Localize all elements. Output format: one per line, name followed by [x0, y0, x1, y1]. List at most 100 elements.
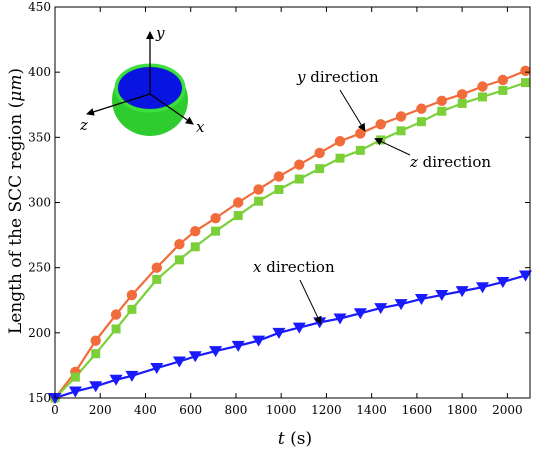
x-tick-label: 1000 — [266, 403, 297, 417]
inset-figure: y x z — [79, 24, 205, 136]
data-point-y-direction — [314, 147, 325, 159]
series-markers — [48, 65, 532, 404]
inset-axis-x-label: x — [196, 118, 205, 136]
series-line-x-direction — [54, 274, 526, 400]
data-point-z-direction — [498, 85, 508, 95]
y-tick-label: 300 — [28, 196, 51, 210]
data-point-z-direction — [91, 349, 101, 359]
x-tick-label: 1400 — [356, 403, 387, 417]
plot-frame — [54, 6, 531, 399]
x-tick-label: 800 — [224, 403, 247, 417]
x-tick-label: 200 — [89, 403, 112, 417]
y-tick-label: 200 — [28, 326, 51, 340]
inset-axis-z-label: z — [79, 116, 88, 134]
data-point-z-direction — [211, 226, 221, 236]
data-point-y-direction — [456, 89, 468, 100]
data-point-y-direction — [375, 119, 386, 130]
data-point-y-direction — [294, 159, 305, 170]
annotation-arrow — [299, 279, 322, 325]
data-point-z-direction — [396, 126, 406, 136]
data-point-z-direction — [190, 242, 200, 252]
data-point-x-direction — [272, 327, 286, 339]
data-point-x-direction — [125, 370, 139, 382]
data-point-x-direction — [109, 374, 123, 386]
data-point-y-direction — [126, 289, 138, 301]
data-point-z-direction — [520, 78, 530, 88]
data-point-x-direction — [414, 293, 428, 305]
data-point-z-direction — [111, 324, 121, 334]
data-point-y-direction — [395, 111, 407, 122]
data-point-z-direction — [457, 98, 467, 108]
data-point-x-direction — [292, 322, 306, 334]
data-point-z-direction — [335, 153, 345, 163]
data-point-y-direction — [520, 65, 531, 77]
series-line-z-direction — [54, 81, 526, 399]
data-point-x-direction — [231, 340, 245, 352]
label-y-direction: y direction — [296, 68, 379, 86]
x-axis-title: t (s) — [278, 429, 312, 449]
data-point-x-direction — [518, 270, 532, 282]
data-point-y-direction — [436, 95, 447, 107]
data-point-y-direction — [233, 197, 244, 208]
y-tick-label: 350 — [28, 130, 51, 144]
y-tick-label: 150 — [28, 391, 51, 405]
label-x-direction: x direction — [253, 258, 335, 276]
annotation-arrow — [339, 89, 366, 132]
data-point-x-direction — [374, 303, 388, 315]
x-tick-label: 1800 — [447, 403, 478, 417]
x-tick-label: 2000 — [492, 403, 523, 417]
data-point-y-direction — [174, 239, 185, 250]
data-point-y-direction — [151, 262, 162, 273]
data-point-z-direction — [294, 174, 304, 184]
plot-frame-group — [54, 6, 531, 399]
data-point-z-direction — [437, 106, 447, 116]
data-point-x-direction — [496, 277, 510, 289]
data-point-y-direction — [477, 81, 488, 92]
data-point-y-direction — [497, 74, 509, 86]
annotation-arrow — [374, 137, 411, 156]
data-point-z-direction — [355, 145, 365, 155]
data-point-z-direction — [174, 255, 184, 265]
inset-axis-x-arrow — [149, 93, 194, 125]
data-point-x-direction — [252, 335, 266, 347]
x-tick-label: 0 — [51, 403, 59, 417]
data-point-z-direction — [416, 117, 426, 127]
data-point-z-direction — [127, 304, 137, 314]
data-point-z-direction — [152, 274, 162, 284]
data-point-x-direction — [435, 290, 449, 302]
data-point-x-direction — [333, 313, 347, 325]
x-tick-label: 400 — [134, 403, 157, 417]
data-point-z-direction — [254, 196, 264, 206]
y-tick-label: 250 — [28, 261, 51, 275]
axis-ticks: 0 200 400 600 800 1000 1200 1400 1600 1800 2000 150… — [28, 0, 530, 417]
data-point-x-direction — [209, 346, 223, 358]
data-point-x-direction — [172, 356, 186, 368]
data-point-z-direction — [233, 211, 243, 221]
data-point-x-direction — [150, 363, 164, 375]
data-point-y-direction — [190, 225, 201, 237]
data-point-x-direction — [394, 299, 408, 311]
data-point-z-direction — [70, 372, 80, 382]
annotations: y direction z direction x direction — [253, 68, 491, 325]
data-point-x-direction — [188, 351, 202, 363]
data-point-y-direction — [110, 309, 122, 320]
data-point-z-direction — [478, 92, 487, 102]
x-tick-label: 1200 — [311, 403, 342, 417]
data-point-z-direction — [274, 184, 284, 194]
y-tick-label: 450 — [28, 0, 51, 14]
data-point-x-direction — [455, 286, 469, 298]
data-point-y-direction — [416, 103, 427, 114]
data-point-y-direction — [273, 171, 285, 182]
data-point-y-direction — [210, 212, 221, 224]
data-point-y-direction — [90, 335, 101, 346]
inset-axis-z-arrow — [86, 93, 151, 116]
data-point-y-direction — [253, 184, 264, 195]
label-z-direction: z direction — [409, 153, 491, 171]
data-point-x-direction — [68, 386, 82, 398]
data-point-x-direction — [476, 282, 489, 294]
data-point-y-direction — [334, 136, 346, 147]
data-point-x-direction — [89, 381, 103, 393]
data-point-x-direction — [353, 308, 367, 320]
x-tick-label: 600 — [179, 403, 202, 417]
